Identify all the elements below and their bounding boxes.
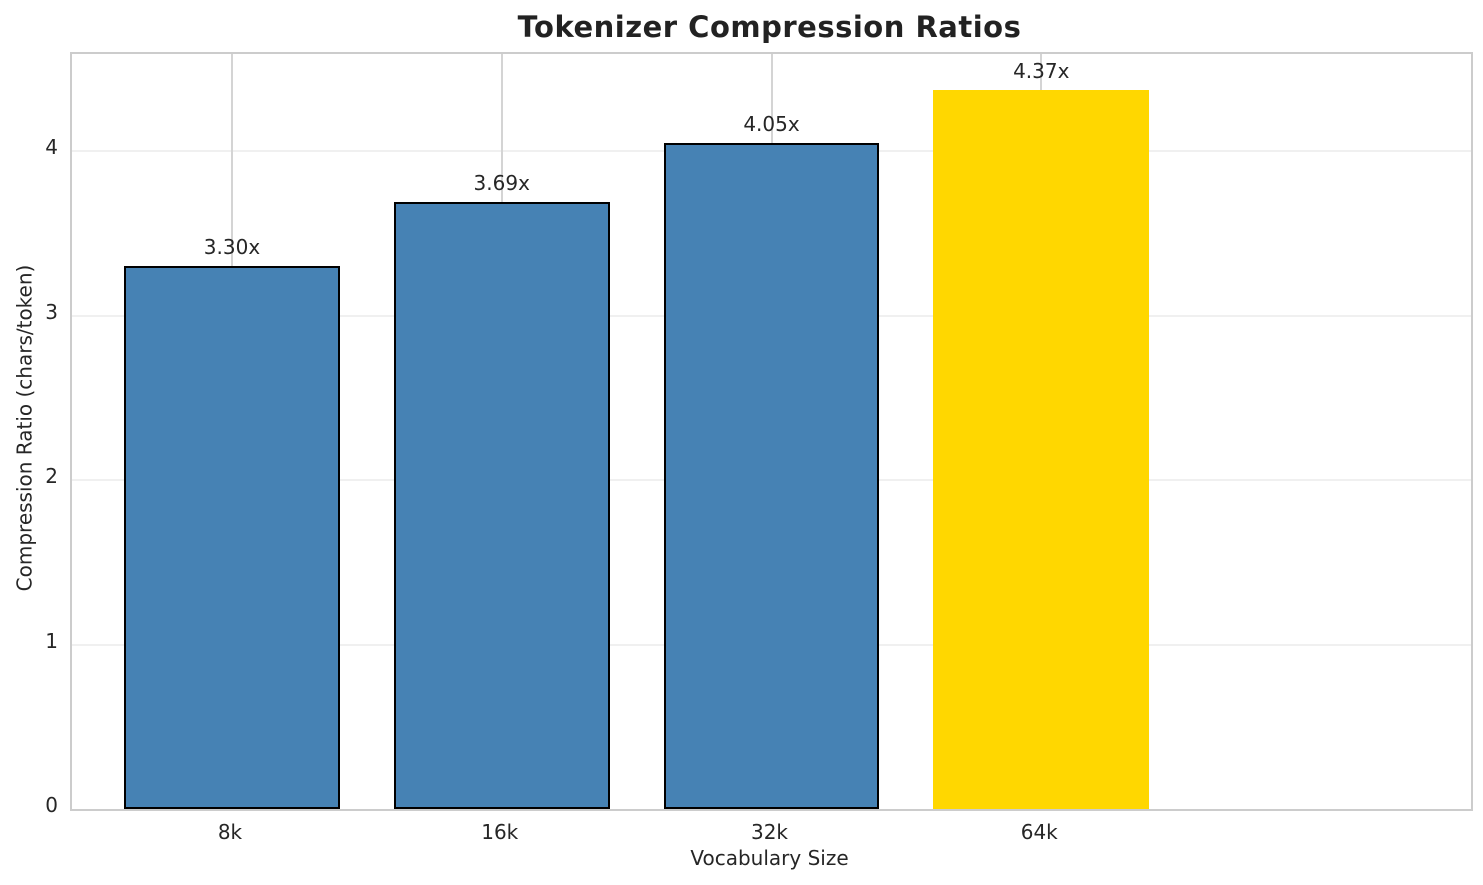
bar-value-label: 3.69x: [473, 171, 530, 196]
bar-64k: [933, 90, 1150, 809]
x-tick-label: 32k: [750, 820, 789, 844]
bar-value-label: 4.37x: [1013, 59, 1070, 84]
y-axis-label: Compression Ratio (chars/token): [12, 264, 37, 592]
bar-32k: [663, 142, 880, 809]
x-tick-label: 64k: [1020, 820, 1058, 844]
y-tick-label: 4: [45, 135, 58, 160]
chart-title: Tokenizer Compression Ratios: [517, 10, 1022, 44]
bar-16k: [393, 202, 610, 809]
y-tick-label: 2: [45, 464, 58, 489]
y-tick-label: 3: [45, 299, 58, 324]
bar-value-label: 4.05x: [743, 111, 800, 136]
bar-value-label: 3.30x: [203, 235, 261, 260]
y-tick-label: 1: [45, 628, 58, 653]
x-tick-label: 16k: [481, 820, 519, 844]
x-axis-label: Vocabulary Size: [690, 846, 849, 870]
bar-8k: [124, 266, 340, 809]
x-tick-label: 8k: [217, 820, 243, 844]
y-tick-label: 0: [45, 793, 58, 817]
plot-area: 3.30x 3.69x 4.05x 4.37x: [70, 52, 1473, 811]
